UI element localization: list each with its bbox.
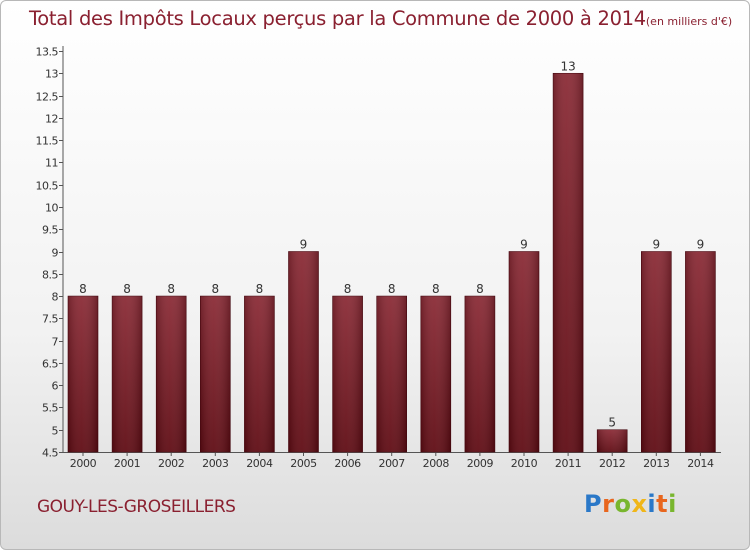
data-label: 8: [211, 282, 219, 296]
bar-shading: [597, 429, 628, 452]
x-tick-label: 2014: [687, 457, 714, 470]
y-tick-label: 9: [52, 247, 59, 260]
y-tick-label: 7.5: [42, 313, 58, 326]
x-tick-label: 2004: [246, 457, 273, 470]
y-tick-label: 8.5: [42, 269, 58, 282]
chart-title: Total des Impôts Locaux perçus par la Co…: [29, 7, 732, 30]
bar-shading: [464, 296, 495, 452]
x-tick-label: 2001: [114, 457, 140, 470]
y-tick-label: 12.5: [36, 91, 59, 104]
logo-letter: o: [614, 490, 632, 518]
data-label: 9: [697, 238, 705, 252]
y-tick-label: 13.5: [36, 46, 59, 59]
y-tick-label: 6: [52, 380, 59, 393]
logo-letter: x: [631, 490, 648, 518]
y-axis: 4.5 5 5.5 6 6.5 7 7.5 8 8.5 9 9.5 10 10.5 11 11.5 12 12.…: [36, 46, 64, 460]
logo-letter: P: [584, 490, 603, 518]
y-tick-label: 5.5: [42, 402, 58, 415]
data-label: 5: [608, 416, 616, 430]
y-tick-label: 10.5: [36, 180, 59, 193]
x-tick-label: 2007: [378, 457, 405, 470]
y-tick-label: 13: [45, 68, 58, 81]
y-tick-label: 5: [52, 425, 59, 438]
y-tick-label: 12: [45, 113, 58, 126]
y-tick-label: 6.5: [42, 358, 58, 371]
logo-letter: t: [656, 490, 669, 518]
bar-shading: [156, 296, 187, 452]
y-tick-label: 10: [45, 202, 58, 215]
bar-shading: [420, 296, 451, 452]
bar-shading: [200, 296, 231, 452]
x-tick-label: 2012: [599, 457, 625, 470]
x-tick-label: 2011: [555, 457, 581, 470]
bar-shading: [376, 296, 407, 452]
y-tick-label: 8: [52, 291, 59, 304]
data-label: 9: [520, 238, 528, 252]
bars-group: 8 8 8 8 8 9 8 8 8 8 9 13 5 9 9: [67, 59, 716, 453]
bar-shading: [641, 251, 672, 452]
bar-shading: [553, 73, 584, 453]
proxiti-logo: Proxiti: [584, 490, 677, 518]
logo-letter: i: [647, 490, 657, 518]
x-axis: 2000 2001 2002 2003 2004 2005 2006 2007 2008 2009…: [63, 452, 721, 470]
data-label: 8: [344, 282, 352, 296]
y-tick-label: 11.5: [36, 135, 59, 148]
y-tick-label: 4.5: [42, 447, 58, 460]
bar-shading: [509, 251, 539, 452]
bar-shading: [288, 251, 319, 452]
data-label: 8: [256, 282, 264, 296]
bar-shading: [244, 296, 275, 452]
x-tick-label: 2002: [158, 457, 184, 470]
commune-name: GOUY-LES-GROSEILLERS: [37, 497, 236, 517]
x-tick-label: 2006: [334, 457, 361, 470]
logo-letter: r: [602, 490, 615, 518]
bar-shading: [112, 296, 143, 452]
x-tick-label: 2008: [423, 457, 450, 470]
data-label: 8: [432, 282, 440, 296]
y-tick-label: 9.5: [42, 224, 58, 237]
bar-shading: [332, 296, 363, 452]
data-label: 9: [300, 238, 308, 252]
data-label: 8: [167, 282, 175, 296]
logo-letter: i: [668, 490, 677, 518]
data-label: 8: [79, 282, 87, 296]
chart-title-unit: (en milliers d'€): [645, 15, 733, 28]
bar-shading: [68, 296, 98, 452]
y-tick-label: 7: [52, 336, 59, 349]
x-tick-label: 2009: [467, 457, 494, 470]
data-label: 9: [652, 238, 660, 252]
data-label: 8: [388, 282, 396, 296]
data-label: 13: [560, 59, 575, 73]
x-tick-label: 2013: [643, 457, 670, 470]
chart-title-text: Total des Impôts Locaux perçus par la Co…: [29, 7, 646, 30]
x-tick-label: 2003: [202, 457, 229, 470]
x-tick-label: 2010: [511, 457, 538, 470]
x-tick-label: 2000: [70, 457, 97, 470]
bar-chart: 4.5 5 5.5 6 6.5 7 7.5 8 8.5 9 9.5 10 10.5 11 11.5 12 12.…: [36, 46, 721, 470]
x-tick-label: 2005: [290, 457, 317, 470]
data-label: 8: [123, 282, 131, 296]
data-label: 8: [476, 282, 484, 296]
bar-shading: [685, 251, 716, 452]
y-tick-label: 11: [45, 157, 58, 170]
